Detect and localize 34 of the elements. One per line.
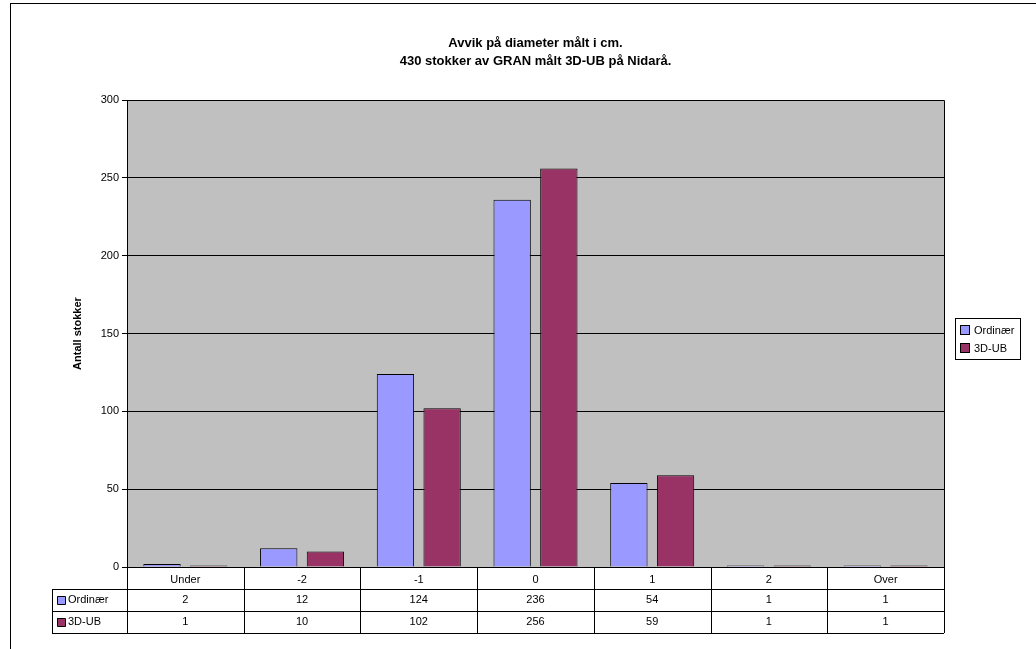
x-tick-label: Under bbox=[170, 572, 201, 585]
y-tick-label: 250 bbox=[100, 170, 119, 183]
x-tick-label: Over bbox=[873, 572, 898, 585]
legend-label: Ordinær bbox=[68, 593, 109, 606]
x-tick-label: 0 bbox=[532, 572, 539, 585]
data-label: 2 bbox=[182, 593, 189, 606]
data-label: 1 bbox=[882, 593, 889, 606]
data-label: 236 bbox=[526, 593, 545, 606]
data-label: 1 bbox=[765, 593, 772, 606]
data-label: 1 bbox=[765, 615, 772, 628]
data-label: 10 bbox=[295, 615, 309, 628]
x-tick-label: -1 bbox=[413, 572, 424, 585]
data-label: 124 bbox=[409, 593, 428, 606]
data-label: 54 bbox=[646, 593, 659, 606]
y-tick-label: 150 bbox=[100, 326, 119, 339]
data-label: 256 bbox=[526, 615, 545, 628]
y-tick-label: 100 bbox=[100, 404, 119, 417]
x-tick-label: -2 bbox=[297, 572, 307, 585]
text: 3D-UB bbox=[68, 615, 102, 628]
x-tick-label: 1 bbox=[649, 572, 656, 585]
text: Ordinær bbox=[974, 324, 1015, 336]
x-tick-label: 2 bbox=[765, 572, 772, 585]
data-label: 1 bbox=[882, 615, 889, 628]
y-tick-label: 0 bbox=[112, 560, 119, 573]
data-label: 102 bbox=[409, 615, 428, 628]
legend-label: 3D-UB bbox=[974, 342, 1008, 354]
y-tick-label: 300 bbox=[100, 93, 119, 106]
y-axis-title: Antall stokker bbox=[71, 296, 84, 370]
chart-title: Avvik på diameter målt i cm. 430 stokker av GRAN målt 3D-UB på Nidarå. bbox=[399, 34, 672, 68]
data-label: 1 bbox=[182, 615, 189, 628]
data-label: 12 bbox=[295, 593, 309, 606]
y-tick-label: 50 bbox=[106, 482, 119, 495]
data-label: 59 bbox=[646, 615, 659, 628]
y-tick-label: 200 bbox=[100, 248, 119, 261]
